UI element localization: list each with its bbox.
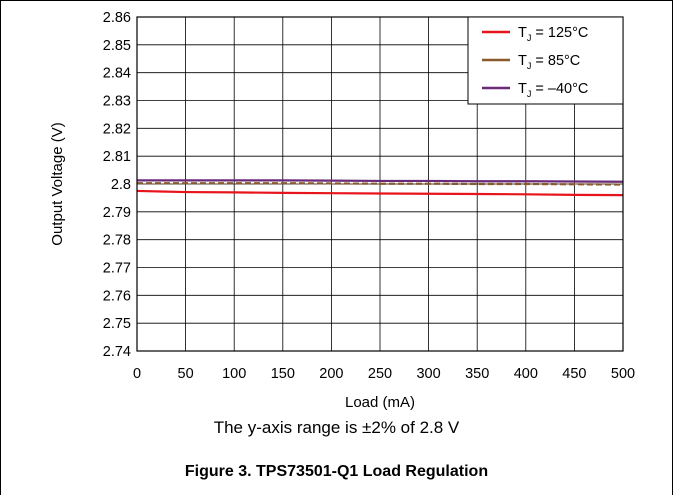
y-tick-label: 2.8 [111,177,131,193]
figure-title: Figure 3. TPS73501-Q1 Load Regulation [184,463,489,480]
y-tick-label: 2.85 [103,38,131,54]
y-tick-label: 2.74 [103,344,131,360]
series-line [136,189,624,197]
y-tick-labels: 2.74 2.75 2.76 2.77 2.78 2.79 2.8 2.81 2.82 2.83 2… [103,10,131,360]
legend-label: TJ = 125°C [518,25,588,43]
legend-label: TJ = –40°C [518,81,588,99]
chart-series [136,179,624,197]
series-line [137,179,624,183]
plot-border [136,16,624,352]
x-tick-label: 200 [319,366,343,382]
x-tick-label: 100 [222,366,246,382]
y-axis-label: Output Voltage (V) [49,122,66,245]
x-tick-label: 500 [611,366,635,382]
y-tick-label: 2.75 [103,316,131,332]
y-tick-label: 2.86 [103,10,131,26]
legend-label: TJ = 85°C [518,53,580,71]
x-tick-label: 250 [368,366,392,382]
y-tick-label: 2.82 [103,121,131,137]
series-line [137,182,624,186]
x-tick-label: 0 [133,366,141,382]
y-tick-label: 2.77 [103,261,131,277]
y-tick-label: 2.76 [103,288,131,304]
x-tick-label: 50 [178,366,194,382]
axis-range-note: The y-axis range is ±2% of 2.8 V [213,418,460,437]
y-tick-label: 2.84 [103,66,131,82]
x-tick-label: 300 [416,366,440,382]
x-tick-labels: 0 50 100 150 200 250 300 350 400 450 500 [133,366,635,382]
y-tick-label: 2.79 [103,205,131,221]
y-tick-label: 2.81 [103,149,131,165]
left-rule [0,0,1,495]
x-tick-label: 350 [465,366,489,382]
top-rule [0,0,673,1]
y-tick-label: 2.83 [103,94,131,110]
legend: TJ = 125°C TJ = 85°C TJ = –40°C [467,16,624,105]
y-tick-label: 2.78 [103,233,131,249]
x-tick-label: 450 [562,366,586,382]
x-axis-label: Load (mA) [345,394,415,411]
x-tick-label: 400 [514,366,538,382]
load-regulation-chart: 2.74 2.75 2.76 2.77 2.78 2.79 2.8 2.81 2.82 2.83 2… [49,10,635,411]
x-tick-label: 150 [271,366,295,382]
